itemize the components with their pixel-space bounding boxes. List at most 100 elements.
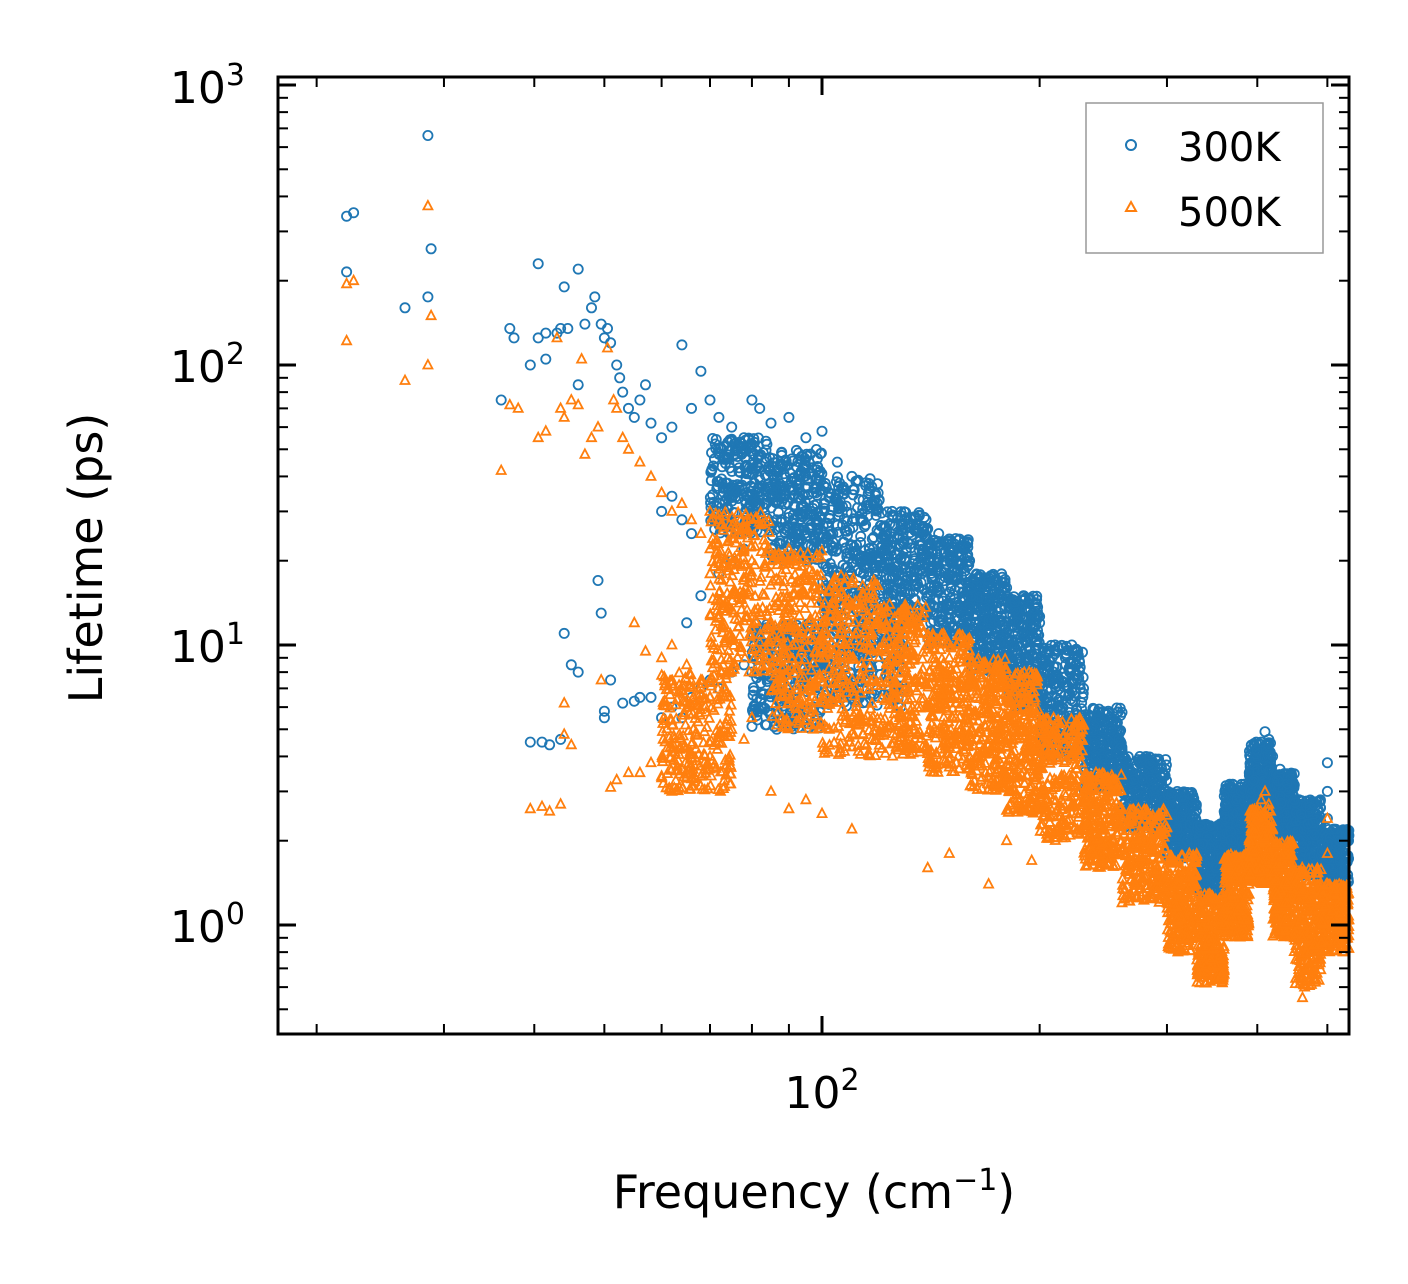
point-300k (872, 487, 884, 499)
point-300k (709, 453, 721, 465)
point-300k (963, 559, 975, 571)
point-300k (863, 482, 875, 494)
point-300k (819, 502, 831, 514)
point-300k (1031, 614, 1043, 626)
point-300k (706, 447, 718, 459)
point-300k (721, 502, 733, 514)
point-300k (1056, 695, 1068, 707)
point-300k (754, 474, 766, 486)
point-300k (1017, 626, 1029, 638)
point-300k (793, 491, 805, 503)
point-300k (778, 523, 790, 535)
point-300k (984, 628, 996, 640)
point-300k (710, 433, 722, 445)
point-300k (1071, 704, 1083, 716)
point-300k (767, 460, 779, 472)
point-300k (949, 573, 961, 585)
point-300k (938, 575, 950, 587)
point-300k (749, 464, 761, 476)
point-300k (923, 543, 935, 555)
point-300k (1070, 660, 1082, 672)
point-300k (932, 556, 944, 568)
point-300k (741, 503, 753, 515)
point-300k (1044, 672, 1056, 684)
point-300k (910, 580, 922, 592)
point-300k (982, 587, 994, 599)
point-300k (1020, 604, 1032, 616)
point-300k (844, 524, 856, 536)
point-300k (859, 521, 871, 533)
point-300k (841, 551, 853, 563)
point-300k (993, 616, 1005, 628)
point-300k (886, 550, 898, 562)
point-300k (832, 526, 844, 538)
point-300k (1042, 665, 1054, 677)
point-300k (911, 565, 923, 577)
point-300k (900, 563, 912, 575)
point-300k (996, 568, 1008, 580)
point-300k (723, 451, 735, 463)
point-300k (771, 470, 783, 482)
point-300k (965, 576, 977, 588)
point-300k (901, 512, 913, 524)
point-300k (788, 484, 800, 496)
point-300k (834, 502, 846, 514)
point-300k (859, 545, 871, 557)
point-300k (1077, 671, 1089, 683)
point-300k (845, 507, 857, 519)
point-300k (1059, 652, 1071, 664)
point-300k (1096, 753, 1108, 765)
point-300k (817, 558, 829, 570)
point-300k (855, 515, 867, 527)
point-300k (815, 448, 827, 460)
point-300k (938, 555, 950, 567)
point-300k (892, 532, 904, 544)
series-layer (340, 129, 1355, 1003)
point-300k (776, 446, 788, 458)
point-300k (1077, 687, 1089, 699)
point-300k (716, 461, 728, 473)
point-300k (811, 489, 823, 501)
point-300k (1024, 641, 1036, 653)
point-300k (1090, 751, 1102, 763)
point-300k (704, 491, 716, 503)
point-300k (949, 593, 961, 605)
point-300k (795, 468, 807, 480)
point-300k (962, 536, 974, 548)
point-300k (839, 525, 851, 537)
point-300k (951, 566, 963, 578)
point-300k (987, 588, 999, 600)
point-300k (771, 514, 783, 526)
point-300k (876, 507, 888, 519)
point-300k (745, 488, 757, 500)
point-300k (886, 573, 898, 585)
point-300k (893, 565, 905, 577)
point-300k (1029, 597, 1041, 609)
point-300k (881, 548, 893, 560)
point-300k (965, 615, 977, 627)
point-300k (1115, 709, 1127, 721)
point-300k (801, 450, 813, 462)
point-300k (801, 508, 813, 520)
point-300k (904, 538, 916, 550)
point-300k (832, 519, 844, 531)
point-300k (1041, 659, 1053, 671)
point-300k (943, 600, 955, 612)
point-300k (724, 434, 736, 446)
point-300k (962, 541, 974, 553)
point-300k (740, 473, 752, 485)
point-300k (921, 524, 933, 536)
point-300k (776, 449, 788, 461)
point-300k (824, 513, 836, 525)
point-300k (819, 477, 831, 489)
point-300k (784, 467, 796, 479)
point-300k (971, 579, 983, 591)
point-300k (1095, 736, 1107, 748)
point-300k (949, 612, 961, 624)
point-300k (945, 557, 957, 569)
point-300k (975, 635, 987, 647)
point-300k (881, 537, 893, 549)
point-300k (970, 572, 982, 584)
point-300k (834, 495, 846, 507)
point-300k (878, 522, 890, 534)
